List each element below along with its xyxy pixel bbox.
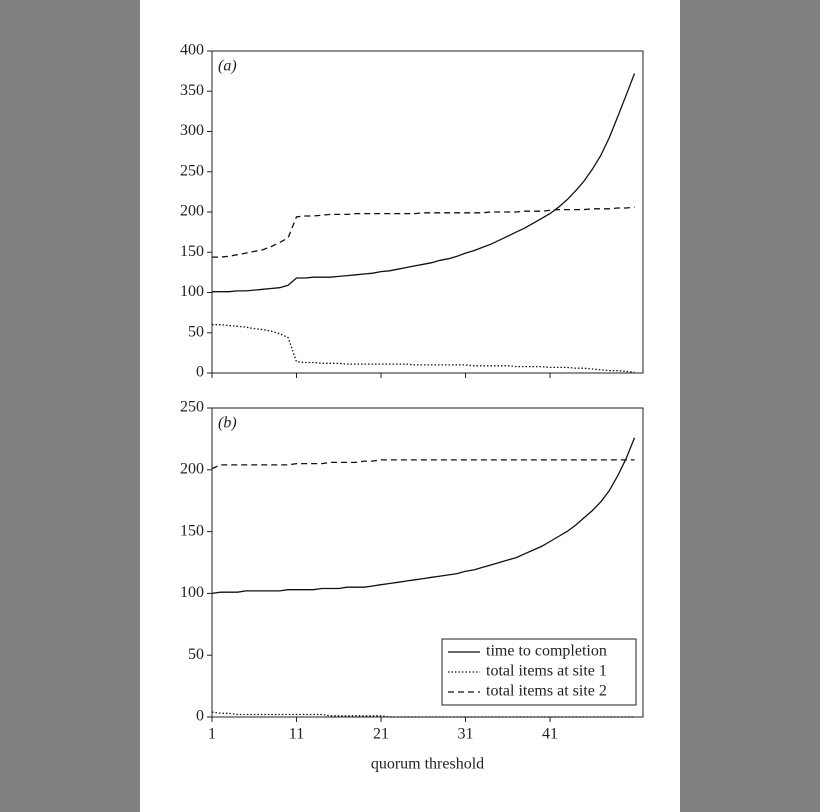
panel-label: (b) <box>218 415 237 432</box>
y-tick-label: 100 <box>180 283 204 300</box>
y-tick-label: 150 <box>180 522 204 539</box>
plot-frame <box>211 407 644 718</box>
series-line <box>212 73 636 293</box>
y-tick-label: 150 <box>180 243 204 260</box>
y-tick-label: 50 <box>188 323 204 340</box>
x-tick-label: 1 <box>208 726 216 743</box>
y-tick-label: 0 <box>196 364 204 381</box>
y-tick-label: 200 <box>180 460 204 477</box>
series-line <box>211 711 635 718</box>
legend-label: total items at site 2 <box>486 683 607 700</box>
x-tick-label: 11 <box>289 726 304 743</box>
y-tick-label: 250 <box>180 162 204 179</box>
panel-label: (a) <box>218 58 237 75</box>
y-tick-label: 50 <box>188 646 204 663</box>
series-line <box>211 437 636 595</box>
series-line <box>212 324 635 373</box>
series-line <box>212 206 635 258</box>
y-tick-label: 250 <box>180 399 204 416</box>
y-tick-label: 0 <box>196 708 204 725</box>
series-line <box>211 459 635 470</box>
legend-label: time to completion <box>486 643 607 660</box>
y-tick-label: 400 <box>180 42 204 59</box>
legend-box <box>441 638 637 706</box>
x-tick-label: 31 <box>458 726 474 743</box>
y-tick-label: 300 <box>180 122 204 139</box>
x-axis-label: quorum threshold <box>371 756 484 773</box>
x-tick-label: 21 <box>373 726 389 743</box>
y-tick-label: 100 <box>180 584 204 601</box>
y-tick-label: 350 <box>180 82 204 99</box>
legend-label: total items at site 1 <box>486 663 607 680</box>
y-tick-label: 200 <box>180 203 204 220</box>
x-tick-label: 41 <box>542 726 558 743</box>
